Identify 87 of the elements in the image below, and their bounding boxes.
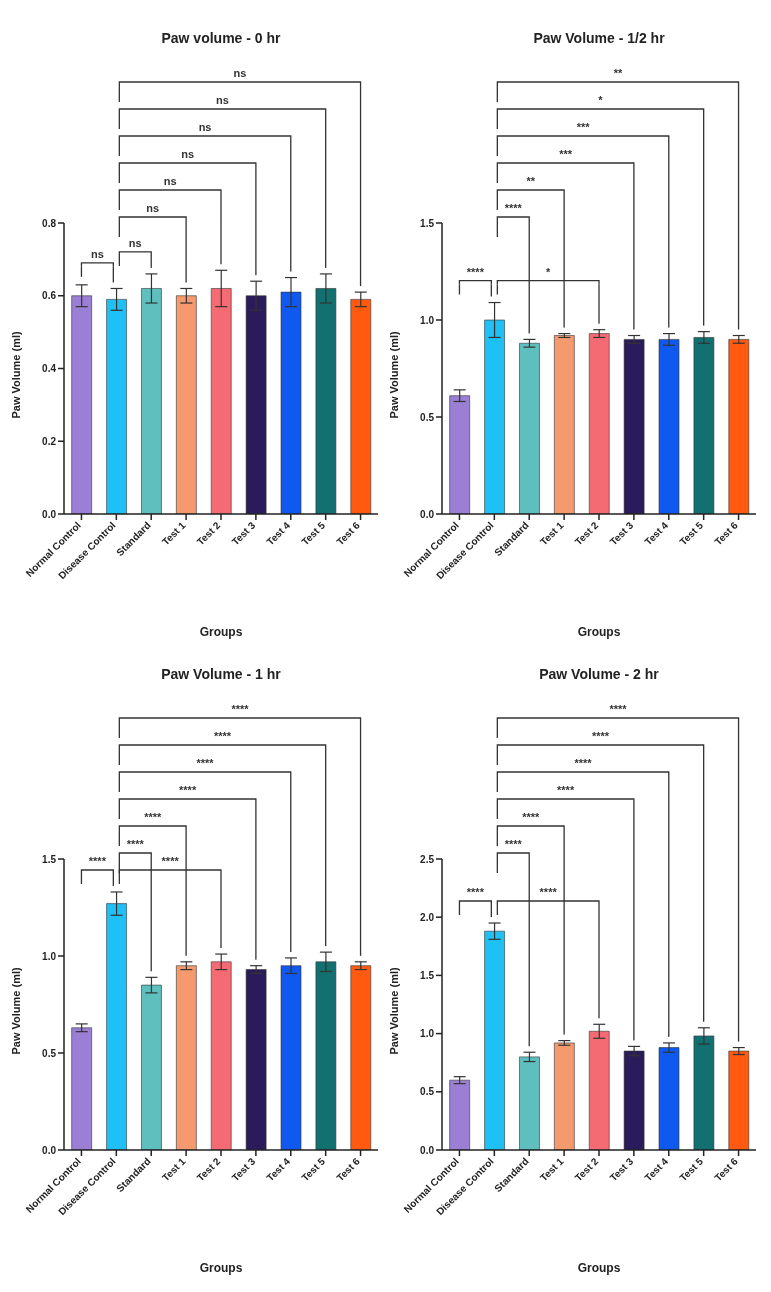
- annotation: ****: [466, 265, 485, 278]
- text: ****: [557, 784, 575, 796]
- x-tick-label: Test 2: [194, 1155, 223, 1184]
- text: ****: [213, 730, 232, 742]
- text: ****: [144, 811, 162, 823]
- y-tick-label: 0.4: [42, 363, 57, 375]
- y-tick-label: 0.2: [42, 435, 57, 447]
- x-tick-label: Test 5: [299, 519, 328, 548]
- text: ns: [163, 175, 177, 187]
- annotation: ****: [161, 854, 180, 867]
- x-axis-title: Groups: [577, 1261, 621, 1275]
- chart-title: Paw volume - 0 hr: [160, 30, 282, 46]
- y-tick-label: 1.0: [42, 950, 57, 962]
- text: *: [598, 94, 604, 106]
- annotation: ****: [539, 886, 558, 899]
- annotation: ns: [128, 236, 142, 249]
- text: ns: [198, 121, 212, 133]
- text: ****: [504, 202, 523, 214]
- annotation: ns: [90, 247, 104, 260]
- annotation: ****: [466, 886, 485, 899]
- x-tick-label: Test 6: [712, 1155, 741, 1184]
- y-tick-label: 1.0: [420, 1028, 435, 1040]
- y-tick-label: 0.5: [42, 1047, 57, 1059]
- y-tick-label: 0.5: [420, 1086, 435, 1098]
- text: ns: [216, 94, 229, 106]
- y-tick-label: 0.0: [420, 1144, 435, 1156]
- x-tick-label: Test 1: [159, 519, 188, 548]
- y-tick-label: 0.0: [42, 508, 57, 520]
- chart-title: Paw Volume - 1/2 hr: [532, 30, 666, 46]
- y-axis-title: Paw Volume (ml): [9, 966, 22, 1055]
- y-axis-title: Paw Volume (ml): [387, 330, 400, 419]
- x-tick-label: Test 5: [677, 519, 706, 548]
- y-axis-title: Paw Volume (ml): [9, 330, 22, 419]
- text: ****: [196, 757, 215, 769]
- text: ****: [231, 703, 250, 715]
- x-tick-label: Test 1: [159, 1155, 188, 1184]
- y-tick-label: 1.5: [42, 853, 57, 865]
- y-tick-label: 1.0: [420, 314, 435, 326]
- x-tick-label: Test 3: [607, 519, 636, 548]
- x-tick-label: Test 4: [264, 1155, 293, 1184]
- x-tick-label: Test 2: [572, 1155, 601, 1184]
- text: ****: [574, 757, 593, 769]
- text: ****: [522, 811, 540, 823]
- text: ns: [146, 202, 160, 214]
- x-axis-title: Groups: [577, 625, 621, 639]
- chart-title: Paw Volume - 1 hr: [160, 666, 282, 682]
- annotation: *: [546, 265, 552, 278]
- x-tick-label: Test 5: [677, 1155, 706, 1184]
- x-tick-label: Test 1: [537, 1155, 566, 1184]
- x-tick-label: Test 3: [229, 519, 258, 548]
- annotation: ****: [88, 854, 107, 867]
- x-axis-title: Groups: [199, 625, 243, 639]
- text: ****: [179, 784, 197, 796]
- y-tick-label: 2.5: [420, 853, 435, 865]
- y-tick-label: 0.0: [42, 1144, 57, 1156]
- x-tick-label: Test 6: [334, 519, 363, 548]
- text: ****: [126, 838, 145, 850]
- x-tick-label: Test 3: [229, 1155, 258, 1184]
- y-tick-label: 2.0: [420, 911, 435, 923]
- x-tick-label: Test 4: [642, 1155, 671, 1184]
- y-axis-title: Paw Volume (ml): [387, 966, 400, 1055]
- x-axis-title: Groups: [199, 1261, 243, 1275]
- x-tick-label: Test 1: [537, 519, 566, 548]
- chart-title: Paw Volume - 2 hr: [538, 666, 660, 682]
- y-tick-label: 0.6: [42, 290, 57, 302]
- x-tick-label: Test 6: [712, 519, 741, 548]
- y-tick-label: 0.5: [420, 411, 435, 423]
- x-tick-label: Test 6: [334, 1155, 363, 1184]
- text: ***: [576, 121, 591, 133]
- text: **: [613, 67, 623, 79]
- x-tick-label: Test 2: [572, 519, 601, 548]
- y-tick-label: 0.0: [420, 508, 435, 520]
- text: ns: [233, 67, 247, 79]
- text: ns: [181, 148, 195, 160]
- text: ****: [609, 703, 628, 715]
- x-tick-label: Test 2: [194, 519, 223, 548]
- y-tick-label: 0.8: [42, 217, 57, 229]
- x-tick-label: Test 4: [264, 519, 293, 548]
- y-tick-label: 1.5: [420, 969, 435, 981]
- text: ****: [591, 730, 610, 742]
- x-tick-label: Test 3: [607, 1155, 636, 1184]
- y-tick-label: 1.5: [420, 217, 435, 229]
- text: **: [526, 175, 536, 187]
- text: ***: [559, 148, 573, 160]
- x-tick-label: Test 5: [299, 1155, 328, 1184]
- x-tick-label: Test 4: [642, 519, 671, 548]
- text: ****: [504, 838, 523, 850]
